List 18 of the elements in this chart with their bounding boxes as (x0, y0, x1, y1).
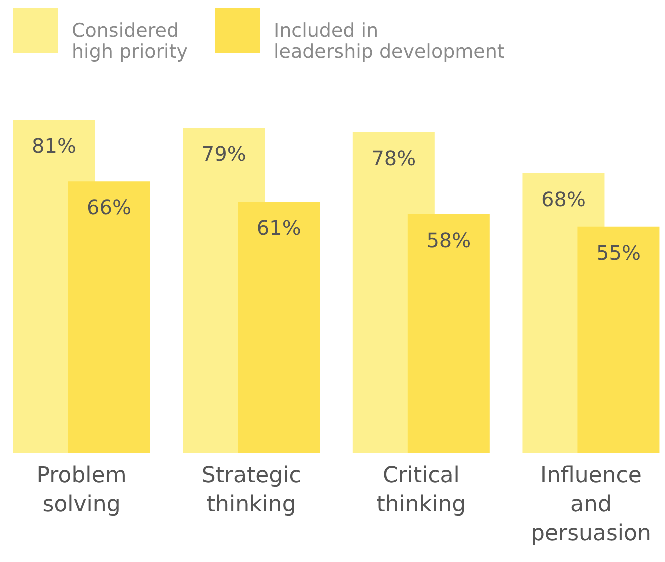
data-label: 68% (542, 187, 586, 212)
x-tick-label: Problem solving (36, 464, 127, 518)
bar (408, 214, 490, 453)
data-label: 61% (256, 216, 302, 240)
x-tick-label: Strategic thinking (202, 464, 302, 518)
x-tick-label: Influence and persuasion (531, 464, 652, 546)
bar (238, 202, 320, 453)
bar (68, 182, 150, 453)
legend-label: Considered high priority (72, 20, 188, 63)
data-label: 79% (202, 142, 246, 166)
data-label: 55% (596, 240, 641, 265)
data-label: 58% (426, 228, 472, 253)
bar (578, 226, 660, 453)
data-label: 66% (87, 196, 132, 220)
x-tick-label: Critical thinking (376, 464, 466, 518)
data-label: 81% (32, 134, 76, 158)
legend-label: Included in leadership development (274, 20, 505, 63)
data-label: 78% (372, 146, 416, 170)
